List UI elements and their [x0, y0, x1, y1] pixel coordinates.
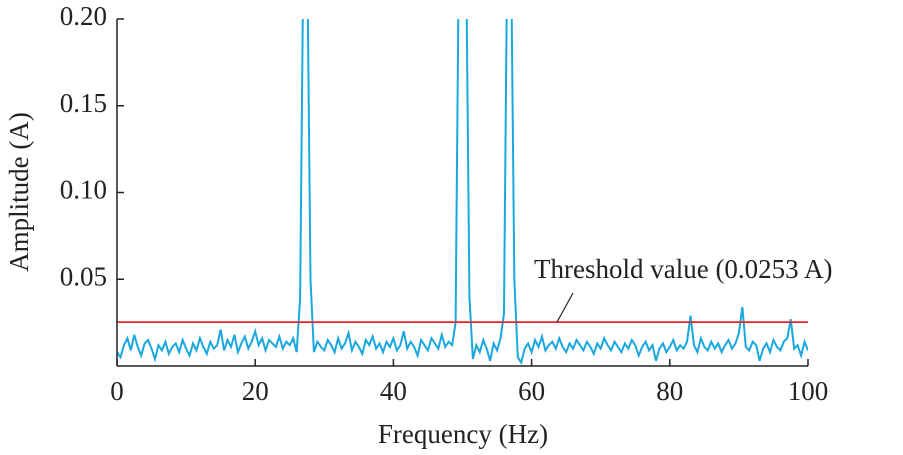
x-axis-label: Frequency (Hz)	[378, 419, 548, 449]
y-tick-label: 0.15	[60, 88, 107, 118]
threshold-annotation: Threshold value (0.0253 A)	[534, 254, 832, 284]
x-tick-label: 20	[242, 376, 269, 406]
x-tick-label: 0	[110, 376, 124, 406]
y-tick-label: 0.10	[60, 175, 107, 205]
x-tick-label: 80	[656, 376, 683, 406]
x-tick-label: 60	[518, 376, 545, 406]
spectrum-line	[117, 19, 808, 365]
x-tick-label: 40	[380, 376, 407, 406]
y-axis-label: Amplitude (A)	[4, 112, 34, 272]
x-tick-label: 100	[788, 376, 829, 406]
y-tick-label: 0.20	[60, 1, 107, 31]
y-tick-label: 0.05	[60, 261, 107, 291]
annotation-leader	[556, 292, 574, 323]
